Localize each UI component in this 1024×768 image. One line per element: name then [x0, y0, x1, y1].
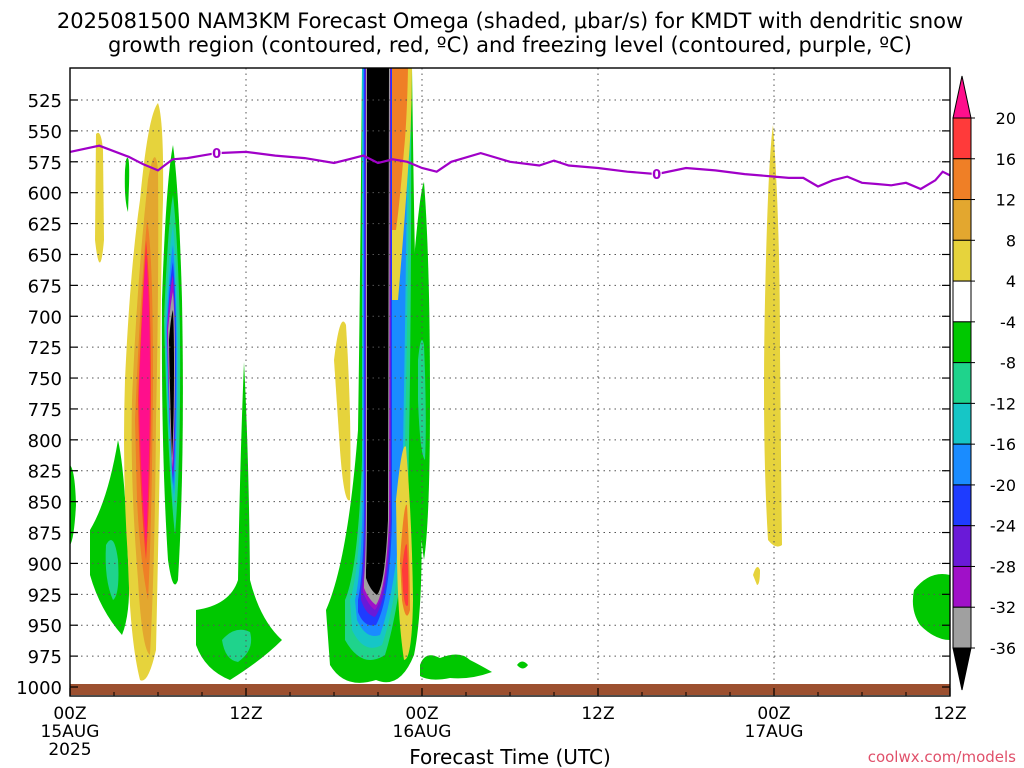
y-tick-label: 575: [28, 153, 62, 174]
colorbar-swatch: [952, 606, 972, 649]
colorbar-label: -36: [990, 639, 1016, 658]
colorbar-label: -4: [1000, 313, 1016, 332]
y-tick-label: 775: [28, 400, 62, 421]
freezing-level-label: 0: [652, 168, 661, 183]
colorbar-label: -28: [990, 557, 1016, 576]
x-tick-label: 00Z: [757, 704, 790, 724]
freezing-level-label: 0: [212, 147, 221, 162]
freezing-level-line: [69, 144, 951, 191]
colorbar-swatch: [952, 484, 972, 527]
colorbar-swatch: [952, 199, 972, 241]
omega-region: [70, 465, 76, 545]
x-tick-label: 00Z: [53, 704, 86, 724]
colorbar-swatch: [952, 565, 972, 608]
omega-region: [517, 661, 528, 669]
y-tick-label: 875: [28, 524, 62, 545]
omega-region: [420, 654, 492, 680]
y-tick-label: 625: [28, 215, 62, 236]
omega-region: [334, 321, 351, 501]
colorbar-swatch: [952, 158, 972, 201]
y-axis: 525 550 575 600 625 650 675 700 725 750 775 800 825 8…: [16, 91, 950, 699]
y-tick-label: 525: [28, 91, 62, 112]
plot-frame: [69, 67, 951, 697]
colorbar-swatch: [952, 321, 972, 364]
colorbar: 20 16 12 8 4 -4 -8 -12 -16 -20 -24 -28 -32 -36: [952, 75, 1016, 691]
x-tick-label: 12Z: [581, 704, 614, 724]
y-tick-label: 700: [28, 307, 62, 328]
y-tick-label: 850: [28, 493, 62, 514]
colorbar-swatch: [952, 443, 972, 486]
y-tick-label: 925: [28, 585, 62, 606]
omega-region: [124, 157, 130, 212]
colorbar-label: -16: [990, 435, 1016, 454]
omega-region: [418, 340, 426, 460]
colorbar-top-arrow: [952, 75, 972, 119]
x-tick-label: 12Z: [229, 704, 262, 724]
y-tick-label: 825: [28, 462, 62, 483]
omega-region: [753, 566, 760, 585]
freezing-label-bg: [211, 145, 222, 160]
x-tick-label: 15AUG: [41, 722, 100, 742]
colorbar-swatch: [952, 280, 972, 323]
omega-region: [912, 574, 950, 640]
y-tick-label: 950: [28, 616, 62, 637]
y-tick-label: 725: [28, 338, 62, 359]
y-tick-label: 750: [28, 369, 62, 390]
colorbar-label: 4: [1006, 272, 1016, 291]
y-tick-label: 1000: [16, 678, 62, 699]
colorbar-swatch: [952, 117, 972, 160]
freezing-level-contour: 00: [69, 144, 951, 191]
colorbar-swatch: [952, 239, 972, 282]
x-tick-label: 12Z: [933, 704, 966, 724]
y-tick-label: 900: [28, 554, 62, 575]
omega-region: [366, 68, 389, 595]
colorbar-swatch: [952, 362, 972, 404]
y-tick-label: 600: [28, 184, 62, 205]
x-axis-label: Forecast Time (UTC): [409, 745, 611, 768]
y-tick-label: 975: [28, 647, 62, 668]
colorbar-bottom-arrow: [952, 647, 972, 691]
colorbar-label: 8: [1006, 231, 1016, 250]
colorbar-label: -20: [990, 476, 1016, 495]
freezing-label-bg: [651, 166, 662, 181]
y-tick-label: 800: [28, 431, 62, 452]
omega-region: [764, 125, 782, 547]
y-tick-label: 550: [28, 122, 62, 143]
y-tick-label: 650: [28, 245, 62, 266]
colorbar-label: 12: [996, 191, 1016, 210]
y-tick-label: 675: [28, 276, 62, 297]
colorbar-label: -8: [1000, 354, 1016, 373]
x-tick-label: 17AUG: [745, 722, 804, 742]
omega-region: [402, 544, 409, 606]
omega-region: [392, 68, 408, 230]
omega-region: [196, 362, 282, 680]
omega-region: [95, 132, 104, 263]
omega-shading: [70, 68, 950, 683]
x-tick-label: 2025: [48, 740, 91, 760]
colorbar-swatch: [952, 525, 972, 567]
x-tick-label: 16AUG: [393, 722, 452, 742]
omega-region: [90, 440, 130, 635]
terrain-band: [70, 684, 950, 695]
omega-region: [105, 540, 119, 600]
plot-area: [70, 68, 950, 696]
colorbar-label: -32: [990, 598, 1016, 617]
colorbar-label: 20: [996, 109, 1016, 128]
x-tick-label: 00Z: [405, 704, 438, 724]
chart-title-line1: 2025081500 NAM3KM Forecast Omega (shaded…: [57, 9, 963, 33]
credit-text: coolwx.com/models: [868, 748, 1016, 766]
colorbar-label: -12: [990, 394, 1016, 413]
colorbar-swatch: [952, 402, 972, 445]
chart-title-line2: growth region (contoured, red, ºC) and f…: [108, 33, 912, 57]
colorbar-label: 16: [996, 150, 1016, 169]
omega-region: [139, 255, 150, 545]
omega-region: [222, 629, 252, 662]
colorbar-label: -24: [990, 517, 1016, 536]
